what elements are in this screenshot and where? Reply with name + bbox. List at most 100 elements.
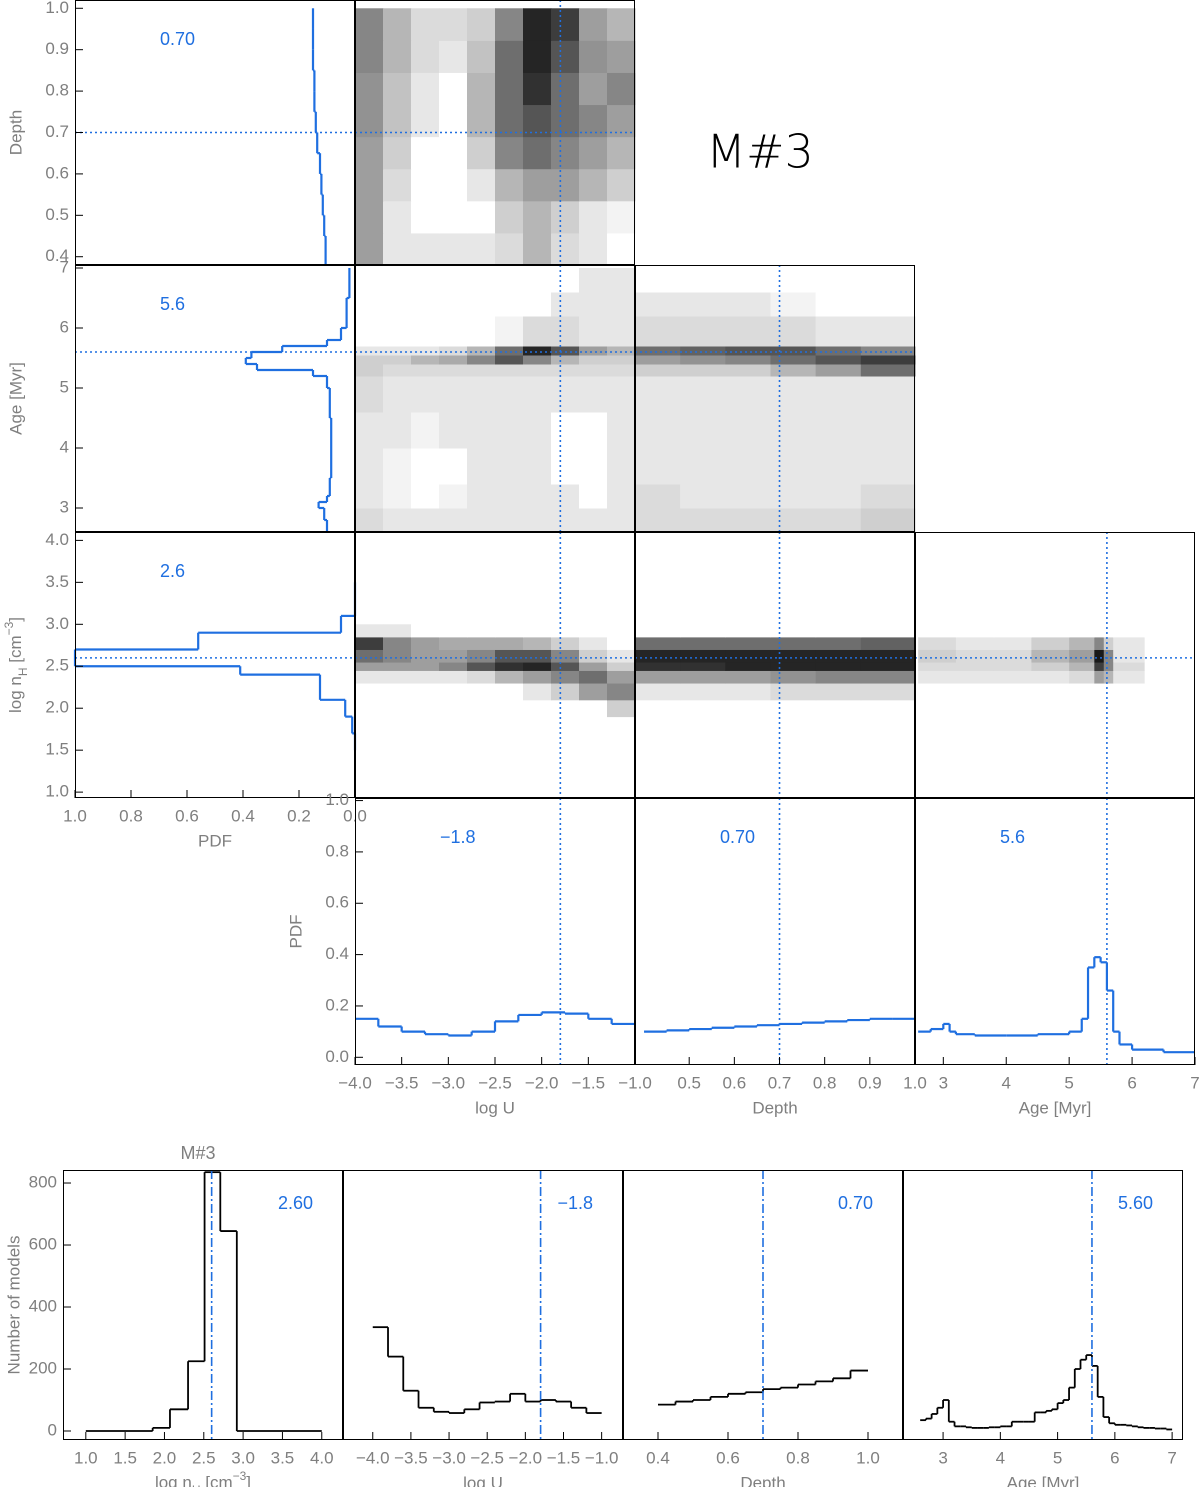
x-tick-label: 1.0 <box>63 806 87 825</box>
density-cell <box>860 484 916 509</box>
chart-title: M#3 <box>706 125 814 179</box>
density-cell <box>495 316 524 347</box>
density-cell <box>523 662 552 671</box>
density-cell <box>770 624 817 638</box>
density-cell <box>383 200 412 234</box>
density-cell <box>607 292 636 317</box>
density-cell <box>383 364 412 377</box>
density-cell <box>411 624 440 638</box>
panel-frame <box>75 532 355 798</box>
density-cell <box>579 355 608 365</box>
x-axis-label-part: log n <box>155 1473 192 1487</box>
density-cell <box>439 508 468 533</box>
density-cell <box>551 412 580 449</box>
density-cell <box>551 72 580 106</box>
density-cell <box>523 508 552 533</box>
density-cell <box>607 268 636 293</box>
density-cell <box>1069 636 1095 650</box>
density-cell <box>467 355 496 365</box>
x-tick-label: 6 <box>1110 1448 1119 1467</box>
density-cell <box>579 508 608 533</box>
density-cell <box>383 268 412 293</box>
density-cell <box>383 168 412 202</box>
density-cell <box>383 448 412 485</box>
density-cell <box>860 683 916 701</box>
density-cell <box>1031 699 1070 718</box>
density-cell <box>551 136 580 170</box>
density-cell <box>815 649 862 663</box>
x-tick-label: 1.0 <box>903 1073 927 1092</box>
density-cell <box>495 649 524 663</box>
density-cell <box>439 662 468 671</box>
density-cell <box>1103 699 1114 718</box>
density-cell <box>579 168 608 202</box>
density-cell <box>635 412 681 449</box>
density-cell <box>918 636 957 650</box>
panel-frame <box>915 532 1195 798</box>
density-cell <box>607 72 636 106</box>
density-cell <box>1094 624 1105 638</box>
x-tick-label: 2.0 <box>153 1448 177 1467</box>
density-cell <box>635 699 681 718</box>
density-cell <box>815 699 862 718</box>
density-cell <box>579 346 608 356</box>
density-cell <box>680 649 726 663</box>
density-cell <box>770 649 817 663</box>
density-cell <box>680 355 726 365</box>
x-axis-label: Age [Myr] <box>1007 1473 1080 1487</box>
density-cell <box>383 8 412 41</box>
y-axis-label-part: H <box>16 667 30 676</box>
density-cell <box>607 232 636 266</box>
density-cell <box>551 355 580 365</box>
density-cell <box>355 8 384 41</box>
density-cell <box>523 364 552 377</box>
density-cell <box>918 670 957 684</box>
density-cell <box>383 670 412 684</box>
density-cell <box>815 412 862 449</box>
density-cell <box>955 683 995 701</box>
density-cell <box>383 136 412 170</box>
density-cell <box>815 508 862 533</box>
density-cell <box>383 355 412 365</box>
y-tick-label: 0.4 <box>325 944 349 963</box>
panel-frame <box>635 265 915 532</box>
y-tick-label: 3.5 <box>45 572 69 591</box>
density-cell <box>860 670 916 684</box>
x-axis-label: log nH [cm−3] <box>155 1469 251 1487</box>
density-cell <box>355 104 384 138</box>
x-tick-label: 4 <box>996 1448 1005 1467</box>
y-axis-label: PDF <box>286 915 305 949</box>
x-tick-label: 4.0 <box>310 1448 334 1467</box>
density-cell <box>955 699 995 718</box>
density-cell <box>579 484 608 509</box>
density-cell <box>770 364 817 377</box>
x-axis-label: Depth <box>752 1098 797 1117</box>
density-cell <box>725 364 771 377</box>
density-cell <box>770 662 817 671</box>
density-cell <box>1094 649 1105 663</box>
density-cell <box>523 412 552 449</box>
x-tick-label: 0.8 <box>813 1073 837 1092</box>
density-cell <box>467 412 496 449</box>
density-cell <box>1031 662 1070 671</box>
density-cell <box>1103 662 1114 671</box>
density-cell <box>411 364 440 377</box>
density-cell <box>815 670 862 684</box>
density-cell <box>411 355 440 365</box>
density-cell <box>411 72 440 106</box>
density-cell <box>770 355 817 365</box>
density-cell <box>635 670 681 684</box>
density-cell <box>411 412 440 449</box>
density-cell <box>635 364 681 377</box>
density-cell <box>1069 699 1095 718</box>
y-tick-label: 0.4 <box>45 246 69 265</box>
density-cell <box>551 346 580 356</box>
density-cell <box>411 699 440 718</box>
density-cell <box>411 200 440 234</box>
density-cell <box>955 662 995 671</box>
density-cell <box>725 448 771 485</box>
y-tick-label: 0.8 <box>325 841 349 860</box>
density-cell <box>383 662 412 671</box>
density-cell <box>607 8 636 41</box>
density-cell <box>551 232 580 266</box>
